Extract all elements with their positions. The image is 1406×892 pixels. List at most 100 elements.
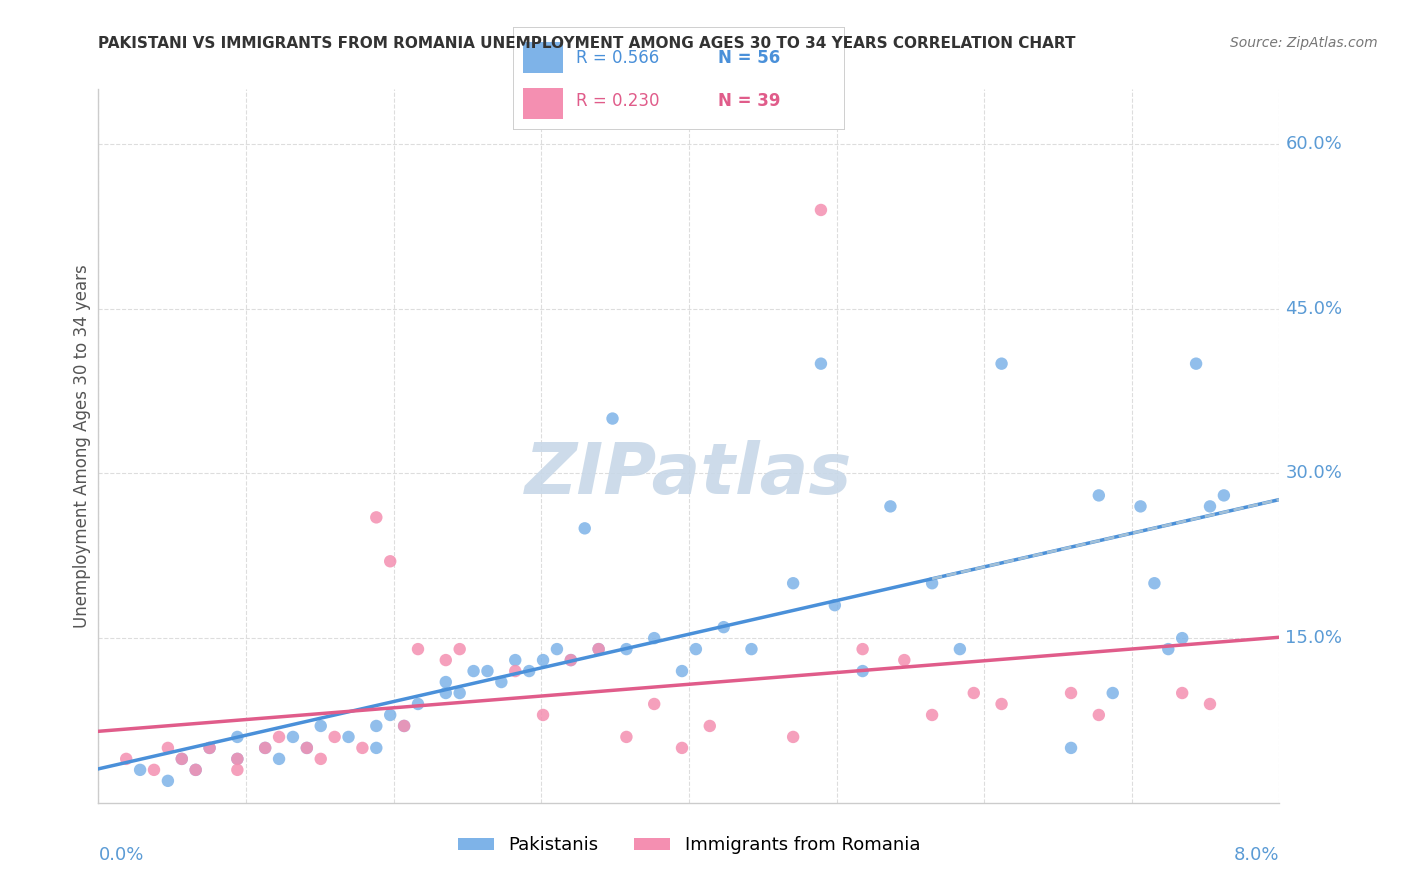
Text: Source: ZipAtlas.com: Source: ZipAtlas.com: [1230, 36, 1378, 50]
Point: [170, 752, 193, 766]
Point: [921, 576, 943, 591]
Point: [267, 752, 290, 766]
Point: [392, 719, 415, 733]
Point: [879, 500, 901, 514]
Point: [616, 642, 638, 657]
Point: [406, 697, 429, 711]
Point: [1171, 631, 1194, 645]
Point: [226, 752, 249, 766]
Point: [1171, 686, 1194, 700]
Point: [198, 740, 221, 755]
Point: [337, 730, 360, 744]
Point: [491, 675, 513, 690]
Point: [699, 719, 721, 733]
Point: [1212, 488, 1234, 502]
Point: [352, 740, 374, 755]
Point: [309, 752, 332, 766]
Legend: Pakistanis, Immigrants from Romania: Pakistanis, Immigrants from Romania: [450, 830, 928, 862]
Point: [560, 653, 582, 667]
Point: [643, 697, 665, 711]
Point: [184, 763, 207, 777]
Point: [824, 598, 846, 612]
Point: [463, 664, 485, 678]
Y-axis label: Unemployment Among Ages 30 to 34 years: Unemployment Among Ages 30 to 34 years: [73, 264, 91, 628]
Point: [1060, 740, 1083, 755]
Point: [1143, 576, 1166, 591]
Point: [503, 653, 526, 667]
Point: [392, 719, 415, 733]
Point: [963, 686, 986, 700]
Point: [852, 642, 875, 657]
Point: [226, 752, 249, 766]
Point: [503, 664, 526, 678]
Point: [143, 763, 166, 777]
Point: [281, 730, 304, 744]
Point: [449, 642, 471, 657]
Point: [893, 653, 915, 667]
Point: [671, 664, 693, 678]
Point: [1157, 642, 1180, 657]
Point: [852, 664, 875, 678]
Point: [713, 620, 735, 634]
Text: 8.0%: 8.0%: [1234, 846, 1279, 863]
Text: 45.0%: 45.0%: [1285, 300, 1343, 318]
Point: [1185, 357, 1208, 371]
Point: [1088, 488, 1111, 502]
Point: [226, 763, 249, 777]
Text: R = 0.230: R = 0.230: [576, 92, 659, 110]
Point: [449, 686, 471, 700]
Point: [295, 740, 318, 755]
Point: [810, 357, 832, 371]
Point: [560, 653, 582, 667]
Point: [366, 719, 388, 733]
Point: [1129, 500, 1152, 514]
Point: [531, 708, 554, 723]
Point: [1199, 500, 1222, 514]
Text: 15.0%: 15.0%: [1285, 629, 1343, 647]
Point: [254, 740, 277, 755]
Point: [810, 202, 832, 217]
Point: [323, 730, 346, 744]
Point: [1060, 686, 1083, 700]
Point: [782, 730, 804, 744]
Text: R = 0.566: R = 0.566: [576, 48, 659, 67]
Point: [602, 411, 624, 425]
FancyBboxPatch shape: [523, 88, 562, 119]
Point: [156, 773, 179, 788]
Point: [588, 642, 610, 657]
Point: [949, 642, 972, 657]
Point: [990, 357, 1012, 371]
Point: [254, 740, 277, 755]
Point: [1199, 697, 1222, 711]
Point: [477, 664, 499, 678]
Point: [366, 740, 388, 755]
Point: [921, 708, 943, 723]
Text: 0.0%: 0.0%: [98, 846, 143, 863]
Point: [434, 686, 457, 700]
Point: [740, 642, 762, 657]
Point: [434, 653, 457, 667]
Point: [616, 730, 638, 744]
FancyBboxPatch shape: [523, 42, 562, 73]
Text: N = 56: N = 56: [718, 48, 780, 67]
Point: [1088, 708, 1111, 723]
Text: 30.0%: 30.0%: [1285, 465, 1343, 483]
Point: [156, 740, 179, 755]
Point: [588, 642, 610, 657]
Text: 60.0%: 60.0%: [1285, 135, 1343, 153]
Point: [434, 675, 457, 690]
Point: [517, 664, 540, 678]
Point: [198, 740, 221, 755]
Point: [990, 697, 1012, 711]
Point: [184, 763, 207, 777]
Point: [129, 763, 152, 777]
Text: N = 39: N = 39: [718, 92, 780, 110]
Point: [685, 642, 707, 657]
Point: [295, 740, 318, 755]
Text: PAKISTANI VS IMMIGRANTS FROM ROMANIA UNEMPLOYMENT AMONG AGES 30 TO 34 YEARS CORR: PAKISTANI VS IMMIGRANTS FROM ROMANIA UNE…: [98, 36, 1076, 51]
Point: [546, 642, 568, 657]
Point: [643, 631, 665, 645]
Point: [406, 642, 429, 657]
Point: [531, 653, 554, 667]
Point: [366, 510, 388, 524]
